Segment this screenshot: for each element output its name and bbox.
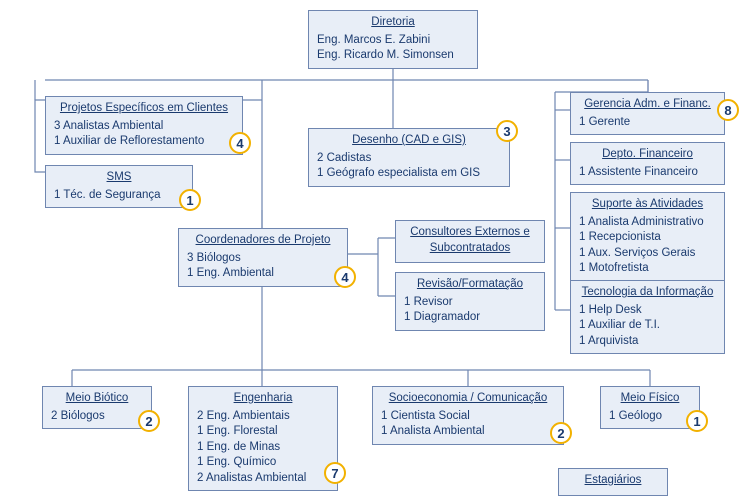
- node-socio: Socioeconomia / Comunicação 1 Cientista S…: [372, 386, 564, 445]
- node-lines: 1 Cientista Social1 Analista Ambiental: [381, 409, 555, 440]
- node-gerencia: Gerencia Adm. e Financ. 1 Gerente: [570, 92, 725, 135]
- node-biotico: Meio Biótico 2 Biólogos: [42, 386, 152, 429]
- node-lines: 1 Help Desk1 Auxiliar de T.I.1 Arquivist…: [579, 303, 716, 350]
- node-lines: 3 Analistas Ambiental1 Auxiliar de Reflo…: [54, 119, 234, 150]
- node-fisico: Meio Físico 1 Geólogo: [600, 386, 700, 429]
- node-engenharia: Engenharia 2 Eng. Ambientais1 Eng. Flores…: [188, 386, 338, 491]
- node-title: Depto. Financeiro: [579, 147, 716, 163]
- node-ti: Tecnologia da Informação 1 Help Desk1 Aux…: [570, 280, 725, 354]
- node-title: Revisão/Formatação: [404, 277, 536, 293]
- node-title: Desenho (CAD e GIS): [317, 133, 501, 149]
- node-title: Engenharia: [197, 391, 329, 407]
- node-lines: 1 Gerente: [579, 115, 716, 131]
- node-lines: 1 Assistente Financeiro: [579, 165, 716, 181]
- node-lines: 1 Geólogo: [609, 409, 691, 425]
- node-suporte: Suporte às Atividades 1 Analista Administ…: [570, 192, 725, 282]
- node-title: Meio Físico: [609, 391, 691, 407]
- node-lines: Eng. Marcos E. ZabiniEng. Ricardo M. Sim…: [317, 33, 469, 64]
- badge-sms: 1: [179, 189, 201, 211]
- node-consultores: Consultores Externos eSubcontratados: [395, 220, 545, 263]
- node-lines: 2 Cadistas1 Geógrafo especialista em GIS: [317, 151, 501, 182]
- node-title: Estagiários: [567, 473, 659, 489]
- node-title: Socioeconomia / Comunicação: [381, 391, 555, 407]
- node-title: Coordenadores de Projeto: [187, 233, 339, 249]
- node-title: Gerencia Adm. e Financ.: [579, 97, 716, 113]
- node-lines: 3 Biólogos1 Eng. Ambiental: [187, 251, 339, 282]
- badge-desenho: 3: [496, 120, 518, 142]
- node-title: Consultores Externos eSubcontratados: [404, 225, 536, 256]
- node-diretoria: Diretoria Eng. Marcos E. ZabiniEng. Ricar…: [308, 10, 478, 69]
- badge-biotico: 2: [138, 410, 160, 432]
- node-depto_fin: Depto. Financeiro 1 Assistente Financeiro: [570, 142, 725, 185]
- node-revisao: Revisão/Formatação 1 Revisor1 Diagramador: [395, 272, 545, 331]
- node-lines: 1 Revisor1 Diagramador: [404, 295, 536, 326]
- node-projetos: Projetos Específicos em Clientes 3 Analis…: [45, 96, 243, 155]
- node-estagiarios: Estagiários: [558, 468, 668, 496]
- node-sms: SMS 1 Téc. de Segurança: [45, 165, 193, 208]
- badge-coord: 4: [334, 266, 356, 288]
- node-lines: 2 Eng. Ambientais1 Eng. Florestal1 Eng. …: [197, 409, 329, 487]
- badge-engenharia: 7: [324, 462, 346, 484]
- node-title: Diretoria: [317, 15, 469, 31]
- node-lines: 2 Biólogos: [51, 409, 143, 425]
- node-title: Suporte às Atividades: [579, 197, 716, 213]
- node-title: Meio Biótico: [51, 391, 143, 407]
- badge-gerencia: 8: [717, 99, 739, 121]
- badge-socio: 2: [550, 422, 572, 444]
- badge-fisico: 1: [686, 410, 708, 432]
- node-desenho: Desenho (CAD e GIS) 2 Cadistas1 Geógrafo …: [308, 128, 510, 187]
- node-lines: 1 Analista Administrativo1 Recepcionista…: [579, 215, 716, 277]
- badge-projetos: 4: [229, 132, 251, 154]
- node-coord: Coordenadores de Projeto 3 Biólogos1 Eng.…: [178, 228, 348, 287]
- node-title: Tecnologia da Informação: [579, 285, 716, 301]
- node-lines: 1 Téc. de Segurança: [54, 188, 184, 204]
- node-title: SMS: [54, 170, 184, 186]
- node-title: Projetos Específicos em Clientes: [54, 101, 234, 117]
